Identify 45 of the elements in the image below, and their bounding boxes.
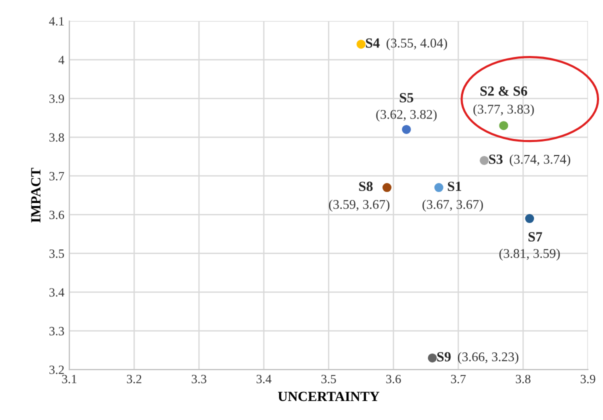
y-tick-label: 3.6 (49, 210, 64, 220)
data-label: (3.59, 3.67) (328, 200, 390, 212)
x-tick-label: 3.6 (386, 374, 401, 384)
x-tick-label: 3.9 (580, 374, 596, 384)
point (525, 214, 534, 224)
series-label: S1 (448, 182, 462, 192)
data-label: (3.62, 3.82) (376, 110, 437, 122)
point (434, 183, 444, 192)
series-label: S7 (528, 232, 542, 242)
point (356, 40, 366, 49)
data-label: (3.77, 3.83) (473, 104, 534, 116)
x-tick-label: 3.2 (126, 374, 142, 384)
x-tick-label: 3.7 (451, 374, 466, 384)
y-tick-label: 3.2 (49, 366, 64, 374)
point (382, 183, 392, 192)
x-tick-label: 3.3 (192, 374, 206, 384)
y-tick-label: 3.9 (49, 94, 64, 103)
y-tick-label: 3.7 (49, 172, 64, 180)
data-label: (3.67, 3.67) (422, 200, 483, 212)
y-tick-label: 3.3 (49, 326, 64, 336)
x-tick-label: 3.1 (62, 374, 76, 384)
point (402, 124, 411, 134)
x-tick-label: 3.5 (321, 374, 336, 384)
series-label: S3 (489, 154, 503, 164)
y-tick-label: 4.1 (49, 17, 64, 26)
text: S2 & S6 (480, 86, 528, 96)
data-label: (3.55, 4.04) (386, 38, 448, 50)
point (428, 353, 437, 362)
x-tick-label: 3.8 (516, 374, 530, 384)
y-tick-label: 3.8 (49, 133, 64, 142)
y-tick-label: 3.4 (49, 288, 64, 297)
series-label: S5 (400, 93, 414, 102)
point (480, 156, 489, 165)
y-axis-title: IMPACT (31, 168, 40, 222)
data-label: (3.81, 3.59) (499, 248, 560, 261)
data-label: (3.66, 3.23) (458, 352, 518, 364)
x-tick-label: 3.4 (256, 374, 272, 384)
y-tick-label: 3.5 (49, 249, 64, 258)
series-label: S8 (359, 182, 373, 192)
x-axis-title: UNCERTAINTY (278, 392, 380, 402)
data-label: (3.74, 3.74) (510, 154, 570, 166)
series-label: S9 (437, 352, 451, 362)
point (499, 121, 508, 130)
y-tick-label: 4 (58, 56, 64, 64)
series-label: S4 (366, 38, 380, 48)
